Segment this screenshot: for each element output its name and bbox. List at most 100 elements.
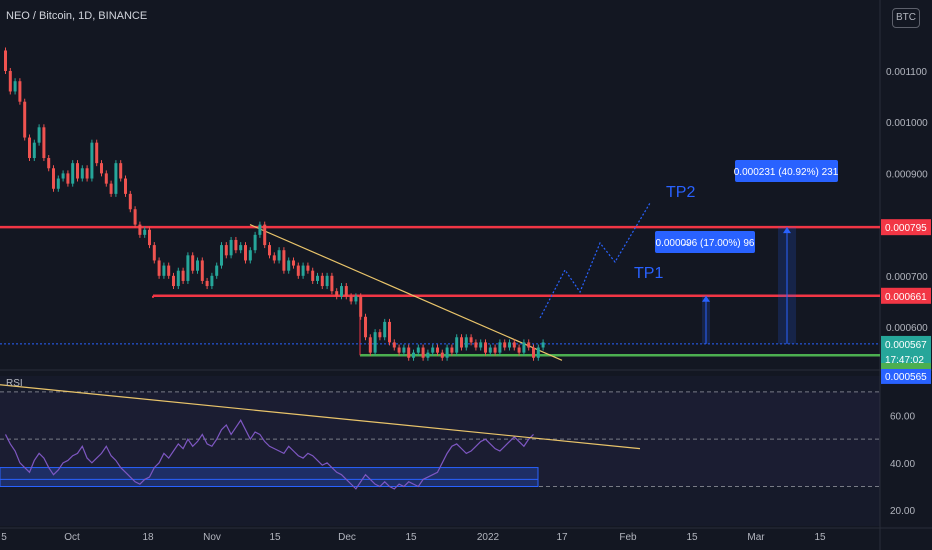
price-tag-label: 0.000567	[885, 340, 927, 351]
candle-body	[13, 81, 17, 92]
price-tick-label: 0.000600	[886, 323, 928, 334]
candle-body	[76, 163, 79, 179]
candle-body	[378, 332, 382, 338]
candle-body	[239, 245, 243, 251]
candle-body	[431, 347, 435, 353]
price-tick-label: 0.001000	[886, 118, 928, 129]
candle-body	[421, 347, 425, 358]
candle-body	[109, 183, 113, 194]
candle-body	[157, 260, 161, 276]
time-tick-label: 17	[556, 532, 568, 543]
candle-body	[536, 347, 540, 358]
measure-arrowhead-tp1	[702, 295, 710, 302]
candle-body	[176, 270, 180, 287]
candle-body	[95, 142, 99, 164]
price-tag-label: 17:47:02	[885, 355, 924, 366]
time-tick-label: Dec	[338, 532, 356, 543]
candle-body	[469, 337, 473, 343]
price-tag-bg	[881, 367, 931, 384]
candle-body	[426, 352, 430, 358]
candle-body	[133, 209, 137, 225]
candle-body	[104, 173, 108, 184]
candle-body	[287, 260, 291, 271]
candle-body	[56, 178, 60, 189]
candle-body	[23, 101, 27, 138]
rsi-range-box	[0, 467, 539, 488]
candle-body	[90, 142, 94, 179]
candle-body	[52, 168, 55, 189]
candle-body	[229, 239, 233, 256]
candle-body	[464, 337, 468, 348]
candle-body	[244, 245, 247, 261]
candle-body	[282, 250, 286, 271]
candle-body	[32, 142, 36, 159]
projected-path	[539, 202, 651, 319]
candle-body	[8, 70, 12, 92]
candle-body	[210, 275, 214, 287]
rsi-tick-label: 40.00	[890, 459, 915, 470]
candle-body	[42, 127, 46, 159]
candle-body	[407, 347, 411, 358]
candle-body	[306, 265, 310, 271]
candle-body	[493, 347, 497, 353]
candle-body	[541, 342, 545, 348]
time-tick-label: Feb	[619, 532, 637, 543]
candle-body	[296, 265, 300, 276]
candle-body	[191, 255, 195, 271]
candle-body	[148, 229, 151, 246]
candle-body	[301, 265, 305, 276]
candle-body	[234, 239, 238, 251]
candle-body	[325, 275, 329, 287]
candle-body	[18, 81, 22, 102]
rsi-band-fill	[0, 391, 880, 487]
candle-body	[503, 342, 507, 348]
candle-body	[311, 270, 315, 281]
candle-body	[522, 342, 526, 353]
tp1-label: TP1	[634, 265, 663, 282]
price-tag-bg	[881, 219, 931, 236]
candle-body	[388, 321, 391, 343]
price-tag-label: 0.000565	[885, 372, 927, 383]
candle-body	[354, 296, 358, 302]
candle-body	[172, 275, 175, 287]
candle-body	[349, 296, 353, 302]
price-tick-label: 0.000700	[886, 272, 928, 283]
candle-body	[268, 245, 271, 256]
symbol-title: NEO / Bitcoin, 1D, BINANCE	[6, 10, 148, 22]
candle-body	[508, 342, 511, 348]
candle-body	[527, 342, 531, 348]
candle-body	[359, 296, 363, 317]
measure-label-tp1: 0.0000̶96 (17.00%) 96	[656, 238, 755, 249]
rsi-tick-label: 20.00	[890, 506, 915, 517]
candle-body	[474, 342, 478, 348]
support-tag-fragment	[881, 363, 931, 369]
rsi-line	[4, 419, 534, 490]
candle-body	[450, 347, 454, 353]
candle-body	[143, 229, 147, 235]
time-tick-label: 15	[686, 532, 698, 543]
measure-arrowhead-tp2	[783, 227, 791, 234]
candle-body	[436, 347, 439, 353]
candle-body	[37, 127, 41, 143]
candle-body	[138, 224, 142, 235]
price-trendline	[249, 224, 563, 361]
candle-body	[253, 234, 257, 251]
candle-body	[152, 245, 156, 261]
currency-badge[interactable]: BTC	[892, 8, 920, 28]
candle-body	[124, 178, 127, 194]
candle-body	[368, 337, 372, 353]
candle-body	[162, 265, 166, 276]
candle-body	[412, 352, 415, 358]
candle-body	[66, 173, 70, 184]
candle-body	[402, 347, 406, 353]
candle-body	[263, 224, 267, 246]
candle-body	[498, 342, 502, 353]
candle-body	[181, 270, 185, 281]
time-tick-label: Oct	[64, 532, 80, 543]
price-tick-label: 0.000900	[886, 169, 928, 180]
candle-body	[479, 342, 483, 348]
candle-body	[488, 347, 492, 353]
candle-body	[517, 347, 521, 353]
price-tag-label: 0.000795	[885, 223, 927, 234]
